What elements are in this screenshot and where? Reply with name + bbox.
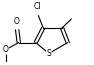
Text: S: S xyxy=(47,49,51,58)
Text: O: O xyxy=(3,45,9,54)
Text: Cl: Cl xyxy=(34,2,41,11)
Text: O: O xyxy=(14,17,20,26)
